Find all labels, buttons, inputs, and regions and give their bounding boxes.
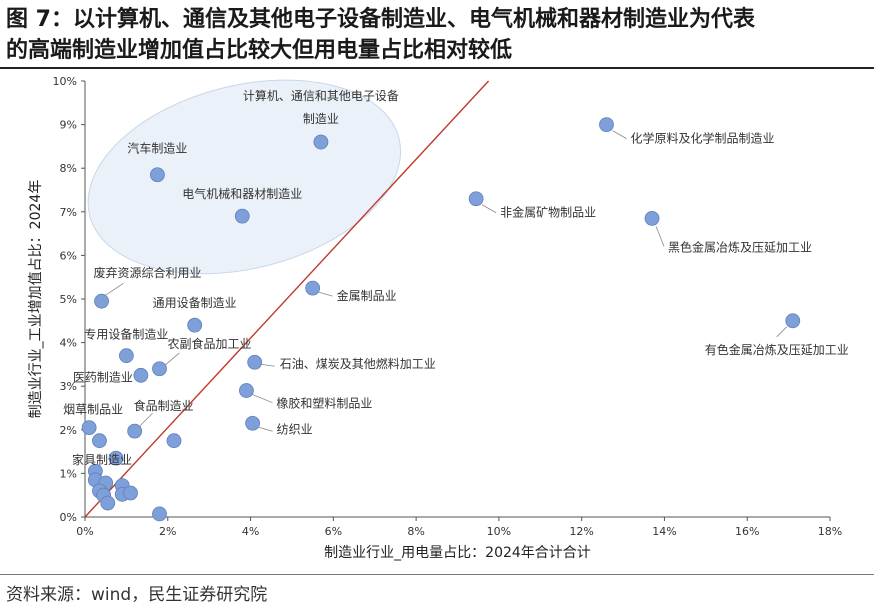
- scatter-point: [644, 210, 660, 226]
- point-label: 制造业: [303, 112, 339, 126]
- scatter-point: [234, 208, 250, 224]
- label-leader-line: [655, 226, 665, 247]
- point-label: 医药制造业: [73, 370, 133, 384]
- point-label: 专用设备制造业: [84, 327, 168, 342]
- scatter-point: [599, 117, 614, 132]
- scatter-point: [785, 313, 801, 329]
- footer-divider: [0, 574, 874, 575]
- y-tick-label: 3%: [60, 380, 77, 393]
- point-label: 烟草制品业: [63, 403, 123, 417]
- point-label: 家具制造业: [72, 452, 132, 467]
- scatter-point: [94, 293, 109, 309]
- scatter-point: [108, 450, 124, 466]
- label-leader-line: [776, 326, 788, 338]
- scatter-point: [166, 433, 182, 449]
- scatter-point: [100, 495, 116, 511]
- label-leader-line: [260, 363, 275, 367]
- scatter-point: [187, 317, 203, 333]
- title-divider: [0, 67, 874, 69]
- label-leader-line: [165, 352, 180, 366]
- y-tick-label: 10%: [53, 75, 77, 88]
- point-label: 纺织业: [277, 422, 313, 436]
- point-label: 农副食品加工业: [168, 336, 252, 351]
- x-tick-label: 4%: [242, 525, 259, 538]
- y-tick-label: 9%: [60, 119, 77, 132]
- label-leader-line: [318, 291, 333, 297]
- x-axis-label: 制造业行业_用电量占比：2024年合计合计: [324, 545, 591, 561]
- y-tick-label: 1%: [60, 467, 77, 480]
- y-axis-label: 制造业行业_工业增加值占比：2024年: [28, 180, 44, 419]
- scatter-point: [127, 423, 143, 439]
- point-label: 化学原料及化学制品制造业: [631, 131, 775, 146]
- point-label: 橡胶和塑料制品业: [276, 396, 372, 411]
- point-label: 有色金属冶炼及压延加工业: [705, 342, 849, 357]
- x-tick-label: 16%: [735, 525, 759, 538]
- label-leader-line: [105, 282, 124, 296]
- scatter-point: [92, 433, 107, 449]
- reference-diagonal-line: [84, 80, 490, 518]
- scatter-point: [152, 361, 167, 377]
- scatter-point: [133, 367, 149, 383]
- y-tick-label: 8%: [60, 162, 77, 175]
- x-tick-label: 2%: [159, 525, 176, 538]
- point-label: 石油、煤炭及其他燃料加工业: [280, 356, 436, 371]
- x-tick-label: 10%: [487, 525, 511, 538]
- point-label: 黑色金属冶炼及压延加工业: [668, 239, 812, 254]
- scatter-point: [468, 191, 484, 207]
- y-tick-label: 5%: [60, 293, 77, 306]
- scatter-point: [123, 485, 138, 501]
- label-leader-line: [612, 130, 627, 139]
- point-label: 通用设备制造业: [153, 296, 237, 310]
- x-tick-label: 14%: [652, 525, 676, 538]
- point-label: 电气机械和器材制造业: [182, 186, 302, 201]
- scatter-point: [239, 383, 254, 398]
- scatter-point: [245, 415, 261, 431]
- label-leader-line: [252, 394, 273, 403]
- scatter-point: [81, 420, 97, 436]
- highlight-ellipse: [87, 79, 402, 275]
- figure-title-line2: 的高端制造业增加值占比较大但用电量占比相对较低: [6, 38, 513, 63]
- point-label: 计算机、通信和其他电子设备: [243, 88, 399, 103]
- x-tick-label: 12%: [569, 525, 593, 538]
- y-tick-label: 2%: [60, 424, 77, 437]
- point-label: 非金属矿物制品业: [500, 205, 596, 220]
- scatter-point: [150, 167, 165, 183]
- figure-title-line1: 图 7：以计算机、通信及其他电子设备制造业、电气机械和器材制造业为代表: [6, 7, 755, 32]
- x-tick-label: 8%: [407, 525, 424, 538]
- figure-title: 图 7：以计算机、通信及其他电子设备制造业、电气机械和器材制造业为代表 的高端制…: [6, 4, 870, 66]
- source-note: 资料来源：wind，民生证券研究院: [6, 585, 268, 605]
- y-tick-label: 7%: [60, 206, 77, 219]
- point-label: 食品制造业: [134, 398, 194, 413]
- scatter-point: [305, 280, 321, 296]
- y-tick-label: 4%: [60, 337, 77, 350]
- x-tick-label: 0%: [76, 525, 93, 538]
- scatter-point: [118, 348, 134, 364]
- point-label: 废弃资源综合利用业: [94, 265, 202, 280]
- scatter-point: [247, 354, 263, 370]
- scatter-point: [152, 506, 167, 522]
- point-label: 金属制品业: [337, 288, 397, 303]
- label-leader-line: [138, 412, 153, 428]
- label-leader-line: [481, 204, 497, 214]
- label-leader-line: [258, 426, 273, 432]
- scatter-point: [313, 134, 329, 150]
- y-tick-label: 0%: [60, 511, 77, 524]
- y-tick-label: 6%: [60, 249, 77, 262]
- point-label: 汽车制造业: [127, 141, 187, 156]
- x-tick-label: 6%: [325, 525, 342, 538]
- x-tick-label: 18%: [818, 525, 842, 538]
